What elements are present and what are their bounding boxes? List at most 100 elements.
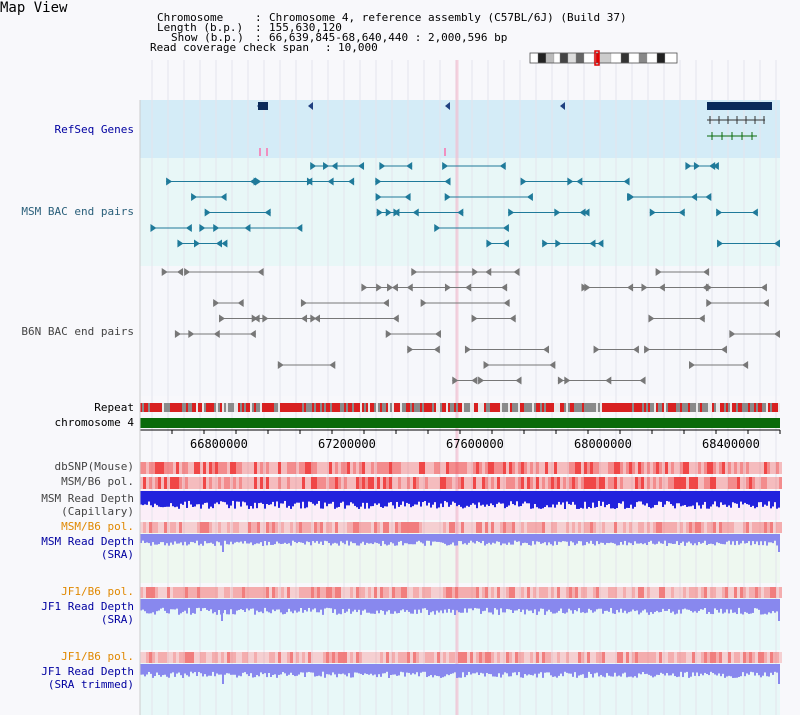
polymorphism-cell [413,587,416,598]
read-depth-bar [648,664,650,675]
read-depth-bar [226,599,228,615]
read-depth-bar [460,534,462,542]
polymorphism-cell [317,652,320,663]
read-depth-bar [516,599,518,611]
read-depth-bar [394,599,396,612]
repeat-block [192,403,194,412]
repeat-block [238,403,240,412]
read-depth-bar [566,599,568,613]
read-depth-bar [666,599,668,611]
polymorphism-cell [290,462,293,474]
repeat-block [614,403,616,412]
polymorphism-cell [587,462,590,474]
read-depth-bar [280,534,282,545]
read-depth-bar [228,491,230,509]
polymorphism-cell [629,462,632,474]
polymorphism-cell [746,462,749,474]
bac-end [593,345,600,354]
polymorphism-cell [458,477,461,489]
read-depth-bar [742,491,744,505]
read-depth-bar [256,491,258,509]
polymorphism-cell [764,587,767,598]
polymorphism-cell [410,522,413,533]
read-depth-bar [594,491,596,508]
polymorphism-cell [485,587,488,598]
read-depth-bar [568,491,570,505]
read-depth-bar [754,491,756,509]
read-depth-bar [718,491,720,508]
polymorphism-cell [641,462,644,474]
read-depth-bar [194,599,196,614]
polymorphism-cell [296,587,299,598]
polymorphism-cell [479,652,482,663]
polymorphism-cell [617,477,620,489]
polymorphism-cell [254,522,257,533]
read-depth-bar [472,491,474,504]
read-depth-bar [172,599,174,610]
read-depth-bar [716,534,718,543]
read-depth-bar [410,491,412,508]
polymorphism-cell [527,587,530,598]
repeat-block [276,403,278,412]
repeat-block [430,403,432,412]
read-depth-bar [244,491,246,503]
polymorphism-cell [518,522,521,533]
polymorphism-cell [710,477,713,489]
polymorphism-cell [500,587,503,598]
read-depth-bar [220,491,222,502]
read-depth-bar [556,534,558,545]
polymorphism-cell [335,587,338,598]
polymorphism-cell [356,477,359,489]
polymorphism-cell [203,652,206,663]
polymorphism-cell [692,522,695,533]
read-depth-bar [248,491,250,509]
read-depth-bar [608,491,610,505]
read-depth-bar [578,664,580,676]
polymorphism-cell [215,587,218,598]
read-depth-bar [306,599,308,612]
polymorphism-cell [296,522,299,533]
read-depth-bar [470,664,472,675]
polymorphism-cell [407,587,410,598]
polymorphism-cell [278,652,281,663]
polymorphism-cell [410,652,413,663]
read-depth-bar [334,664,336,675]
read-depth-bar [408,491,410,504]
read-depth-bar [346,599,348,612]
polymorphism-cell [236,477,239,489]
repeat-block [364,403,366,412]
read-depth-bar [742,534,744,541]
read-depth-bar [544,491,546,507]
read-depth-bar [666,491,668,502]
polymorphism-cell [515,462,518,474]
polymorphism-cell [536,522,539,533]
polymorphism-cell [755,462,758,474]
read-depth-bar [186,534,188,546]
read-depth-bar [530,664,532,675]
repeat-block [560,403,562,412]
polymorphism-cell [179,652,182,663]
read-depth-bar [140,599,142,611]
polymorphism-cell [758,522,761,533]
repeat-block [216,403,218,412]
polymorphism-cell [299,522,302,533]
read-depth-bar [608,599,610,612]
repeat-block [548,403,550,412]
read-depth-bar [708,491,710,509]
bac-end [579,208,586,217]
repeat-block [638,403,640,412]
read-depth-bar [446,599,448,613]
repeat-block [508,403,510,412]
read-depth-bar [502,599,504,613]
read-depth-bar [340,534,342,542]
polymorphism-cell [470,587,473,598]
polymorphism-cell [617,587,620,598]
polymorphism-cell [536,477,539,489]
read-depth-bar [668,599,670,610]
repeat-block [354,403,356,412]
read-depth-bar [444,599,446,610]
polymorphism-cell [422,587,425,598]
read-depth-bar [690,599,692,611]
read-depth-bar [426,664,428,678]
